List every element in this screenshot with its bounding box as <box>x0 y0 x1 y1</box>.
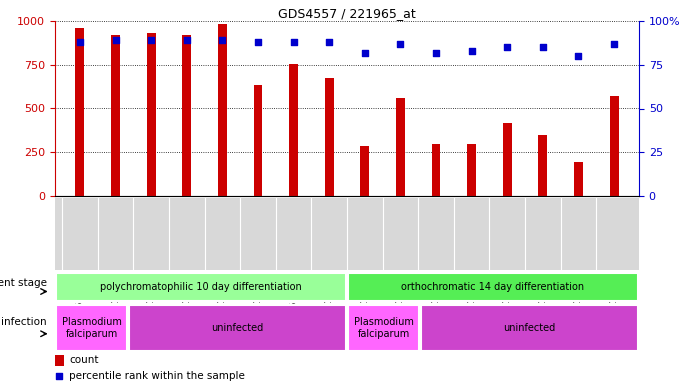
Point <box>466 48 477 54</box>
Point <box>146 37 157 43</box>
Bar <box>55 355 64 366</box>
Point <box>110 37 121 43</box>
Point <box>217 37 228 43</box>
Bar <box>289 64 298 196</box>
Point <box>181 37 192 43</box>
Point <box>288 39 299 45</box>
Bar <box>538 135 547 196</box>
Bar <box>348 305 419 351</box>
Bar <box>218 25 227 196</box>
Bar <box>574 162 583 196</box>
Text: Plasmodium
falciparum: Plasmodium falciparum <box>354 317 413 339</box>
Text: percentile rank within the sample: percentile rank within the sample <box>69 371 245 381</box>
Point <box>359 50 370 56</box>
Bar <box>467 144 476 196</box>
Point <box>75 39 86 45</box>
Text: uninfected: uninfected <box>211 323 264 333</box>
Bar <box>56 305 127 351</box>
Bar <box>56 273 346 301</box>
Bar <box>348 273 638 301</box>
Text: orthochromatic 14 day differentiation: orthochromatic 14 day differentiation <box>401 282 585 292</box>
Text: Plasmodium
falciparum: Plasmodium falciparum <box>61 317 122 339</box>
Point <box>502 44 513 50</box>
Bar <box>325 78 334 196</box>
Text: polychromatophilic 10 day differentiation: polychromatophilic 10 day differentiatio… <box>100 282 302 292</box>
Bar <box>421 305 638 351</box>
Title: GDS4557 / 221965_at: GDS4557 / 221965_at <box>278 7 416 20</box>
Text: infection: infection <box>1 317 47 327</box>
Bar <box>396 98 405 196</box>
Point <box>54 373 65 379</box>
Point <box>252 39 263 45</box>
Point <box>609 41 620 47</box>
Point <box>573 53 584 59</box>
Bar <box>503 123 512 196</box>
Point <box>538 44 549 50</box>
Text: count: count <box>69 356 99 366</box>
Bar <box>432 144 440 196</box>
Bar <box>129 305 346 351</box>
Point <box>323 39 334 45</box>
Bar <box>182 35 191 196</box>
Text: development stage: development stage <box>0 278 47 288</box>
Text: uninfected: uninfected <box>503 323 556 333</box>
Bar <box>75 28 84 196</box>
Point <box>395 41 406 47</box>
Bar <box>360 146 369 196</box>
Bar <box>146 33 155 196</box>
Bar <box>254 85 263 196</box>
Bar <box>111 35 120 196</box>
Bar <box>609 96 618 196</box>
Point <box>430 50 442 56</box>
